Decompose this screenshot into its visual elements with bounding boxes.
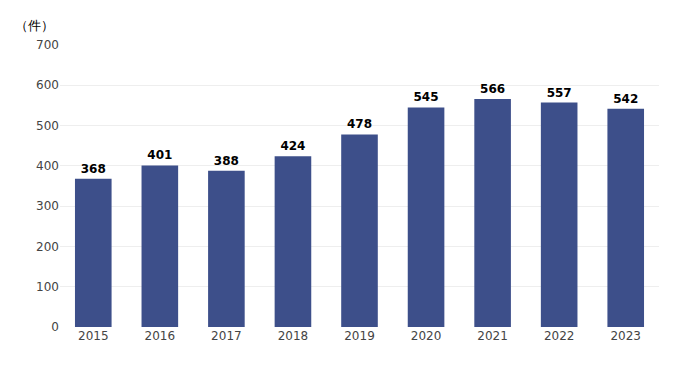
svg-text:700: 700 <box>36 38 59 52</box>
svg-text:600: 600 <box>36 78 59 92</box>
svg-text:200: 200 <box>36 240 59 254</box>
svg-text:2015: 2015 <box>78 329 109 343</box>
svg-text:388: 388 <box>214 154 239 168</box>
svg-text:401: 401 <box>147 148 172 162</box>
svg-text:2023: 2023 <box>610 329 641 343</box>
svg-text:2017: 2017 <box>211 329 242 343</box>
svg-text:566: 566 <box>480 82 505 96</box>
svg-text:542: 542 <box>613 92 638 106</box>
svg-text:400: 400 <box>36 159 59 173</box>
svg-text:100: 100 <box>36 280 59 294</box>
svg-text:368: 368 <box>81 162 106 176</box>
svg-text:（件）: （件） <box>15 18 54 33</box>
svg-text:500: 500 <box>36 119 59 133</box>
svg-text:557: 557 <box>547 86 572 100</box>
svg-text:2021: 2021 <box>477 329 508 343</box>
svg-text:478: 478 <box>347 117 372 131</box>
svg-text:2016: 2016 <box>145 329 176 343</box>
svg-text:300: 300 <box>36 199 59 213</box>
svg-text:424: 424 <box>280 139 305 153</box>
svg-text:2022: 2022 <box>544 329 575 343</box>
svg-text:2018: 2018 <box>278 329 309 343</box>
svg-text:545: 545 <box>414 90 439 104</box>
svg-text:2020: 2020 <box>411 329 442 343</box>
svg-text:0: 0 <box>51 320 59 334</box>
svg-text:2019: 2019 <box>344 329 375 343</box>
